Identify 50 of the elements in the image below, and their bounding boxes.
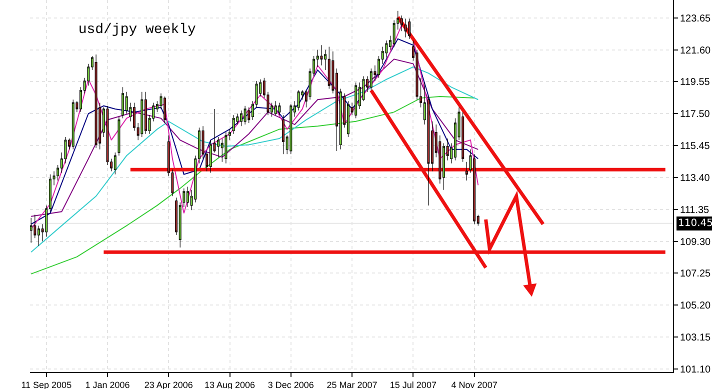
- candlestick: [240, 110, 242, 126]
- candlestick: [122, 86, 124, 119]
- candlestick: [232, 114, 235, 134]
- candlestick: [224, 132, 228, 164]
- line-series: [30, 66, 479, 253]
- candlestick: [118, 116, 120, 156]
- candlestick: [140, 92, 144, 138]
- y-tick-label: 101.10: [680, 364, 712, 376]
- candlestick: [274, 100, 277, 116]
- x-tick-label: 25 Mar 2007: [326, 380, 378, 389]
- candlestick: [328, 46, 330, 90]
- y-tick-label: 111.35: [680, 204, 710, 216]
- candlestick: [473, 154, 476, 224]
- y-tick-label: 115.45: [680, 141, 710, 152]
- candlestick: [290, 104, 292, 154]
- candlestick: [144, 92, 147, 134]
- y-tick-label: 105.20: [680, 300, 712, 312]
- candlestick: [354, 82, 358, 119]
- candlestick: [282, 114, 285, 154]
- y-tick-label: 117.50: [680, 109, 710, 120]
- candlestick: [94, 54, 98, 148]
- ref-line-label: 110.45: [678, 218, 712, 229]
- line-series: [30, 58, 479, 217]
- candlestick: [370, 68, 372, 91]
- candlestick: [404, 18, 407, 38]
- candlestick: [320, 44, 323, 66]
- candlestick: [114, 152, 116, 175]
- candlestick: [72, 99, 74, 150]
- y-tick-label: 103.15: [680, 332, 712, 344]
- line-series: [30, 96, 475, 274]
- y-tick-label: 123.65: [680, 13, 712, 24]
- x-tick-label: 4 Nov 2007: [451, 380, 498, 389]
- y-tick-label: 109.30: [680, 236, 712, 248]
- y-tick-label: 121.60: [680, 45, 712, 56]
- candlestick: [164, 96, 166, 124]
- text: usd/jpy weekly: [78, 22, 196, 38]
- y-tick-label: 107.25: [680, 268, 712, 280]
- candlestick: [30, 218, 32, 244]
- x-tick-label: 15 Jul 2007: [390, 380, 436, 389]
- candlestick: [278, 102, 281, 116]
- y-tick-label: 119.55: [680, 77, 710, 88]
- candlestick: [462, 112, 464, 162]
- candlestick: [408, 18, 411, 40]
- candlestick: [186, 186, 189, 208]
- candlestick: [244, 106, 246, 125]
- x-tick-label: 3 Dec 2006: [268, 380, 314, 389]
- candlestick: [182, 188, 186, 208]
- y-tick-label: 113.40: [680, 172, 710, 184]
- candlestick: [465, 162, 468, 181]
- x-tick-label: 1 Jan 2006: [85, 380, 130, 389]
